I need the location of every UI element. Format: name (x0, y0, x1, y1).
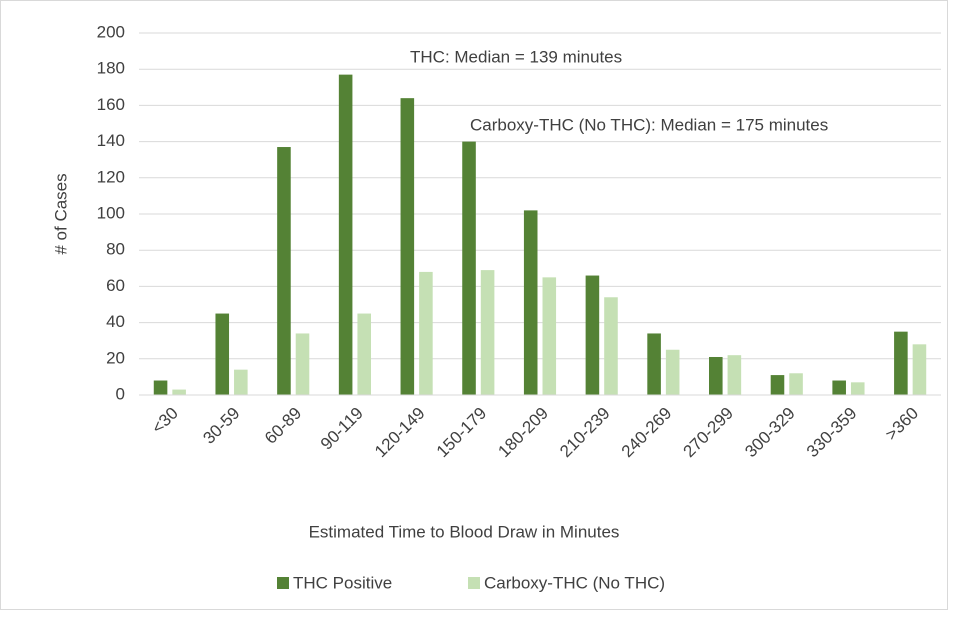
bar (585, 275, 600, 395)
x-tick-label: 330-359 (803, 404, 861, 462)
bar (709, 356, 723, 395)
x-tick-label: 270-299 (680, 404, 738, 462)
x-tick-label: 90-119 (317, 404, 367, 454)
y-tick-label: 40 (106, 312, 125, 331)
y-tick-label: 140 (97, 131, 125, 150)
legend-swatch (277, 577, 289, 589)
bar (277, 147, 291, 395)
y-tick-label: 20 (106, 348, 125, 367)
x-tick-label: 240-269 (618, 404, 676, 462)
bar (727, 355, 742, 395)
bar (770, 375, 785, 395)
annotation: Carboxy-THC (No THC): Median = 175 minut… (470, 115, 828, 134)
x-tick-label: 60-89 (261, 404, 305, 448)
y-tick-label: 180 (97, 59, 125, 78)
y-tick-label: 120 (97, 167, 125, 186)
y-tick-label: 60 (106, 276, 125, 295)
x-tick-label: 150-179 (433, 404, 491, 462)
bar (542, 277, 557, 395)
x-tick-label: 120-149 (371, 404, 429, 462)
bar (234, 369, 248, 395)
x-tick-label: >360 (882, 404, 923, 445)
bar (172, 389, 186, 395)
bar (215, 313, 230, 395)
bar (295, 333, 310, 395)
x-tick-label: 300-329 (741, 404, 799, 462)
x-tick-label: 210-239 (556, 404, 614, 462)
y-tick-label: 160 (97, 95, 125, 114)
legend-label: THC Positive (293, 573, 392, 592)
bar (894, 331, 908, 395)
y-tick-label: 80 (106, 240, 125, 259)
bar (419, 271, 433, 395)
x-axis-title: Estimated Time to Blood Draw in Minutes (309, 522, 620, 541)
y-tick-label: 200 (97, 22, 125, 41)
legend-swatch (468, 577, 480, 589)
x-tick-label: 30-59 (199, 404, 243, 448)
bar (338, 74, 353, 395)
bar (480, 270, 495, 395)
chart-border (0, 0, 948, 610)
legend-label: Carboxy-THC (No THC) (484, 573, 665, 592)
bar (462, 141, 476, 395)
y-tick-label: 0 (116, 384, 125, 403)
x-tick-label: <30 (148, 404, 182, 438)
bar (400, 98, 415, 395)
bar (153, 380, 168, 395)
bar (665, 349, 680, 395)
bar (647, 333, 661, 395)
bar (604, 297, 618, 395)
annotation: THC: Median = 139 minutes (410, 47, 622, 66)
y-tick-label: 100 (97, 203, 125, 222)
y-axis-title: # of Cases (51, 173, 70, 254)
bar (357, 313, 371, 395)
x-tick-label: 180-209 (494, 404, 552, 462)
bar (850, 382, 865, 395)
bar (789, 373, 803, 395)
bar (912, 344, 927, 395)
bar (832, 380, 846, 395)
bar (523, 210, 538, 395)
